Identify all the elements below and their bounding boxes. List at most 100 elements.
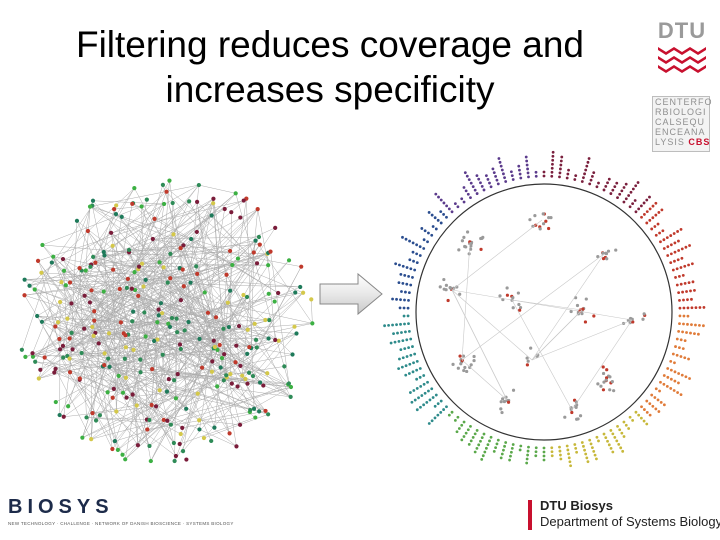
network-edge	[67, 355, 157, 407]
ring-node	[393, 340, 397, 344]
cluster-node	[511, 306, 515, 310]
network-node	[148, 458, 153, 464]
cluster-node	[580, 312, 584, 316]
ring-node	[406, 306, 410, 310]
cluster-node	[469, 363, 473, 367]
ring-node	[662, 247, 666, 250]
ring-node	[679, 282, 683, 286]
ring-node	[534, 446, 538, 450]
ring-node	[682, 322, 685, 326]
cluster-node	[605, 368, 609, 372]
network-edge	[132, 282, 168, 395]
network-edge	[112, 216, 122, 270]
network-edge	[34, 289, 214, 349]
network-node	[117, 286, 122, 292]
ring-node	[422, 382, 426, 386]
network-node	[178, 346, 183, 352]
ring-node	[650, 227, 654, 231]
cluster-node	[518, 308, 522, 312]
ring-node	[484, 446, 488, 450]
ring-node	[525, 159, 529, 163]
network-edge	[95, 262, 168, 392]
network-node	[293, 290, 298, 295]
ring-node	[469, 196, 472, 199]
network-node	[215, 384, 220, 389]
ring-node	[676, 391, 679, 394]
cluster-node	[455, 285, 459, 289]
ring-node	[615, 181, 619, 185]
ring-node	[550, 450, 554, 454]
network-node	[177, 441, 182, 447]
ring-node	[508, 458, 511, 462]
ring-node	[558, 449, 562, 453]
network-edge	[257, 209, 269, 266]
network-node	[87, 204, 93, 209]
ring-node	[654, 201, 658, 205]
network-node	[110, 395, 115, 400]
ring-node	[526, 167, 529, 171]
ring-node	[542, 446, 546, 450]
network-edge	[86, 417, 171, 425]
network-edge	[128, 249, 217, 318]
network-node	[91, 254, 96, 259]
ring-node	[480, 184, 484, 188]
network-edge	[269, 292, 296, 321]
network-node	[60, 343, 66, 348]
ring-node	[566, 172, 570, 176]
network-node	[67, 356, 72, 361]
ring-node	[527, 175, 530, 179]
network-node	[147, 417, 152, 423]
network-node	[132, 270, 137, 275]
network-node	[123, 457, 128, 462]
network-edge	[230, 212, 232, 375]
network-node	[93, 260, 98, 265]
ring-node	[494, 174, 498, 178]
ring-node	[622, 200, 626, 204]
ring-node	[408, 362, 412, 366]
ring-node	[619, 446, 623, 450]
network-edge	[151, 198, 214, 370]
network-node	[167, 324, 173, 329]
ring-node	[481, 454, 485, 458]
network-node	[175, 330, 180, 335]
ring-node	[666, 245, 670, 249]
ring-node	[445, 405, 448, 409]
title-line-2: increases specificity	[165, 69, 495, 110]
ring-node	[496, 182, 500, 186]
ring-node	[399, 348, 403, 352]
ring-node	[413, 268, 417, 272]
ring-node	[662, 403, 666, 407]
network-edge	[170, 273, 198, 279]
ring-node	[613, 435, 617, 439]
ring-node	[595, 457, 598, 461]
network-node	[210, 359, 215, 364]
cluster-node	[517, 302, 521, 307]
network-node	[97, 413, 103, 418]
dtu-wave-icon	[658, 47, 706, 73]
network-node	[235, 256, 241, 261]
cluster-node	[544, 219, 548, 223]
ring-node	[404, 364, 408, 368]
ring-node	[642, 419, 646, 423]
ring-node	[680, 373, 684, 377]
cluster-node	[604, 251, 608, 255]
ring-node	[656, 222, 660, 226]
ring-node	[609, 192, 613, 195]
network-edge	[115, 213, 254, 377]
network-node	[184, 457, 189, 462]
cluster-node	[442, 287, 446, 291]
network-edge	[38, 296, 248, 379]
network-node	[139, 204, 144, 209]
network-node	[229, 210, 234, 215]
cluster-edge	[451, 219, 543, 291]
ring-node	[629, 190, 633, 194]
network-node	[237, 422, 243, 427]
network-node	[209, 438, 214, 444]
network-node	[23, 354, 28, 359]
ring-node	[500, 452, 504, 456]
ring-node	[679, 227, 683, 231]
cluster-node	[438, 285, 442, 289]
cluster-node	[599, 384, 603, 388]
ring-node	[620, 431, 624, 435]
ring-node	[659, 400, 663, 404]
